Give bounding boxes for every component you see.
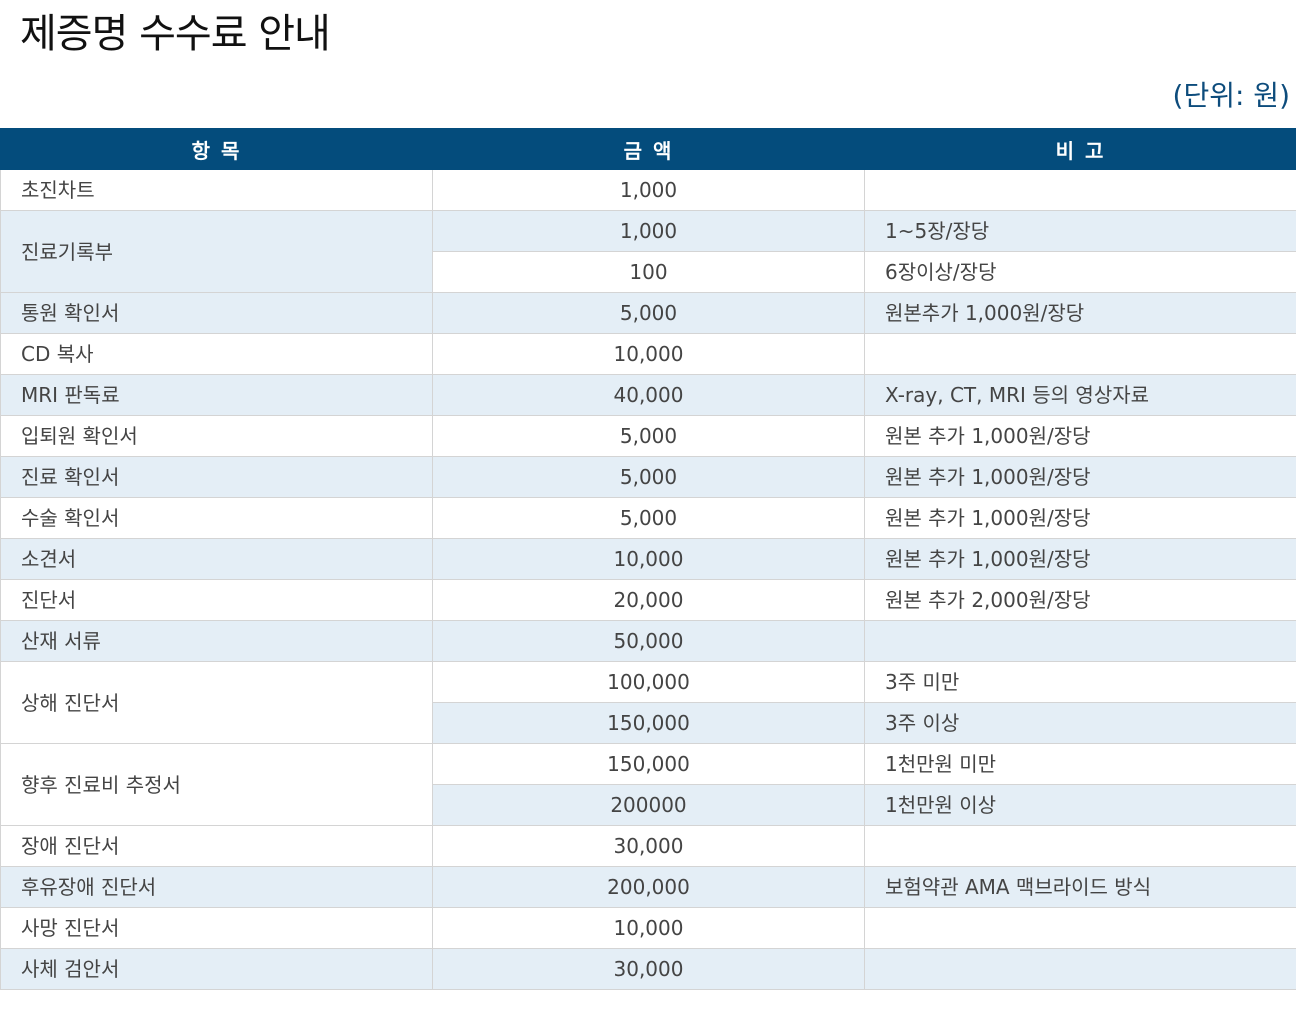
note-cell (864, 948, 1296, 990)
note-cell (864, 620, 1296, 662)
fee-table: 항 목 금 액 비 고 초진차트 1,000 진료기록부 1,000 1~5장/장당 10… (0, 128, 1296, 990)
item-cell: 산재 서류 (0, 620, 433, 662)
table-row: 진료기록부 1,000 1~5장/장당 (0, 210, 1296, 293)
table-row: 진료 확인서 5,000 원본 추가 1,000원/장당 (0, 456, 1296, 498)
table-row: 150,000 3주 이상 (1, 702, 1296, 744)
amount-cell: 150,000 (432, 743, 865, 785)
amount-cell: 40,000 (432, 374, 865, 416)
table-row: 장애 진단서 30,000 (0, 825, 1296, 867)
table-row: 후유장애 진단서 200,000 보험약관 AMA 맥브라이드 방식 (0, 866, 1296, 908)
table-body: 초진차트 1,000 진료기록부 1,000 1~5장/장당 100 6장이상/장당 통원 확… (0, 169, 1296, 990)
amount-cell: 1,000 (432, 210, 865, 252)
note-cell (864, 169, 1296, 211)
note-cell: 원본 추가 1,000원/장당 (864, 415, 1296, 457)
amount-cell: 200,000 (432, 866, 865, 908)
amount-cell: 5,000 (432, 456, 865, 498)
note-cell: 6장이상/장당 (864, 251, 1296, 293)
item-cell: 사체 검안서 (0, 948, 433, 990)
item-cell: MRI 판독료 (0, 374, 433, 416)
item-cell: 진료 확인서 (0, 456, 433, 498)
note-cell: 1천만원 이상 (864, 784, 1296, 826)
item-cell: 진료기록부 (0, 210, 433, 293)
amount-cell: 10,000 (432, 538, 865, 580)
table-row: 사망 진단서 10,000 (0, 907, 1296, 949)
item-cell: 장애 진단서 (0, 825, 433, 867)
amount-cell: 5,000 (432, 497, 865, 539)
item-cell: 사망 진단서 (0, 907, 433, 949)
note-cell: 보험약관 AMA 맥브라이드 방식 (864, 866, 1296, 908)
note-cell: 원본 추가 1,000원/장당 (864, 538, 1296, 580)
note-cell: 1~5장/장당 (864, 210, 1296, 252)
note-cell (864, 333, 1296, 375)
note-cell: 원본 추가 1,000원/장당 (864, 497, 1296, 539)
item-cell: CD 복사 (0, 333, 433, 375)
table-row: MRI 판독료 40,000 X-ray, CT, MRI 등의 영상자료 (0, 374, 1296, 416)
table-row: 초진차트 1,000 (0, 169, 1296, 211)
note-cell: 3주 이상 (864, 702, 1296, 744)
amount-cell: 200000 (432, 784, 865, 826)
amount-cell: 100 (432, 251, 865, 293)
note-cell (864, 907, 1296, 949)
item-cell: 초진차트 (0, 169, 433, 211)
table-row: 사체 검안서 30,000 (0, 948, 1296, 990)
table-row: 상해 진단서 100,000 3주 미만 (0, 661, 1296, 744)
amount-cell: 20,000 (432, 579, 865, 621)
item-cell: 진단서 (0, 579, 433, 621)
item-cell: 수술 확인서 (0, 497, 433, 539)
table-row: CD 복사 10,000 (0, 333, 1296, 375)
item-cell: 통원 확인서 (0, 292, 433, 334)
page-title: 제증명 수수료 안내 (20, 11, 331, 57)
note-cell: 원본추가 1,000원/장당 (864, 292, 1296, 334)
table-row: 소견서 10,000 원본 추가 1,000원/장당 (0, 538, 1296, 580)
header-amount: 금 액 (432, 128, 865, 170)
item-cell: 향후 진료비 추정서 (0, 743, 433, 826)
item-cell: 후유장애 진단서 (0, 866, 433, 908)
table-header: 항 목 금 액 비 고 (0, 128, 1296, 170)
amount-cell: 50,000 (432, 620, 865, 662)
table-row: 향후 진료비 추정서 150,000 1천만원 미만 (0, 743, 1296, 826)
table-row: 수술 확인서 5,000 원본 추가 1,000원/장당 (0, 497, 1296, 539)
amount-cell: 10,000 (432, 333, 865, 375)
item-cell: 입퇴원 확인서 (0, 415, 433, 457)
amount-cell: 1,000 (432, 169, 865, 211)
item-cell: 소견서 (0, 538, 433, 580)
note-cell: 원본 추가 2,000원/장당 (864, 579, 1296, 621)
header-note: 비 고 (864, 128, 1296, 170)
amount-cell: 30,000 (432, 825, 865, 867)
amount-cell: 5,000 (432, 292, 865, 334)
header-item: 항 목 (0, 128, 433, 170)
table-row: 입퇴원 확인서 5,000 원본 추가 1,000원/장당 (0, 415, 1296, 457)
note-cell: 원본 추가 1,000원/장당 (864, 456, 1296, 498)
note-cell: 1천만원 미만 (864, 743, 1296, 785)
unit-label: (단위: 원) (1172, 79, 1290, 112)
table-row: 200000 1천만원 이상 (1, 784, 1296, 826)
table-row: 산재 서류 50,000 (0, 620, 1296, 662)
table-row: 100 6장이상/장당 (1, 251, 1296, 293)
table-row: 통원 확인서 5,000 원본추가 1,000원/장당 (0, 292, 1296, 334)
amount-cell: 5,000 (432, 415, 865, 457)
amount-cell: 10,000 (432, 907, 865, 949)
item-cell: 상해 진단서 (0, 661, 433, 744)
amount-cell: 30,000 (432, 948, 865, 990)
note-cell: 3주 미만 (864, 661, 1296, 703)
table-row: 진단서 20,000 원본 추가 2,000원/장당 (0, 579, 1296, 621)
amount-cell: 150,000 (432, 702, 865, 744)
amount-cell: 100,000 (432, 661, 865, 703)
note-cell (864, 825, 1296, 867)
header-row: 항 목 금 액 비 고 (0, 128, 1296, 170)
note-cell: X-ray, CT, MRI 등의 영상자료 (864, 374, 1296, 416)
